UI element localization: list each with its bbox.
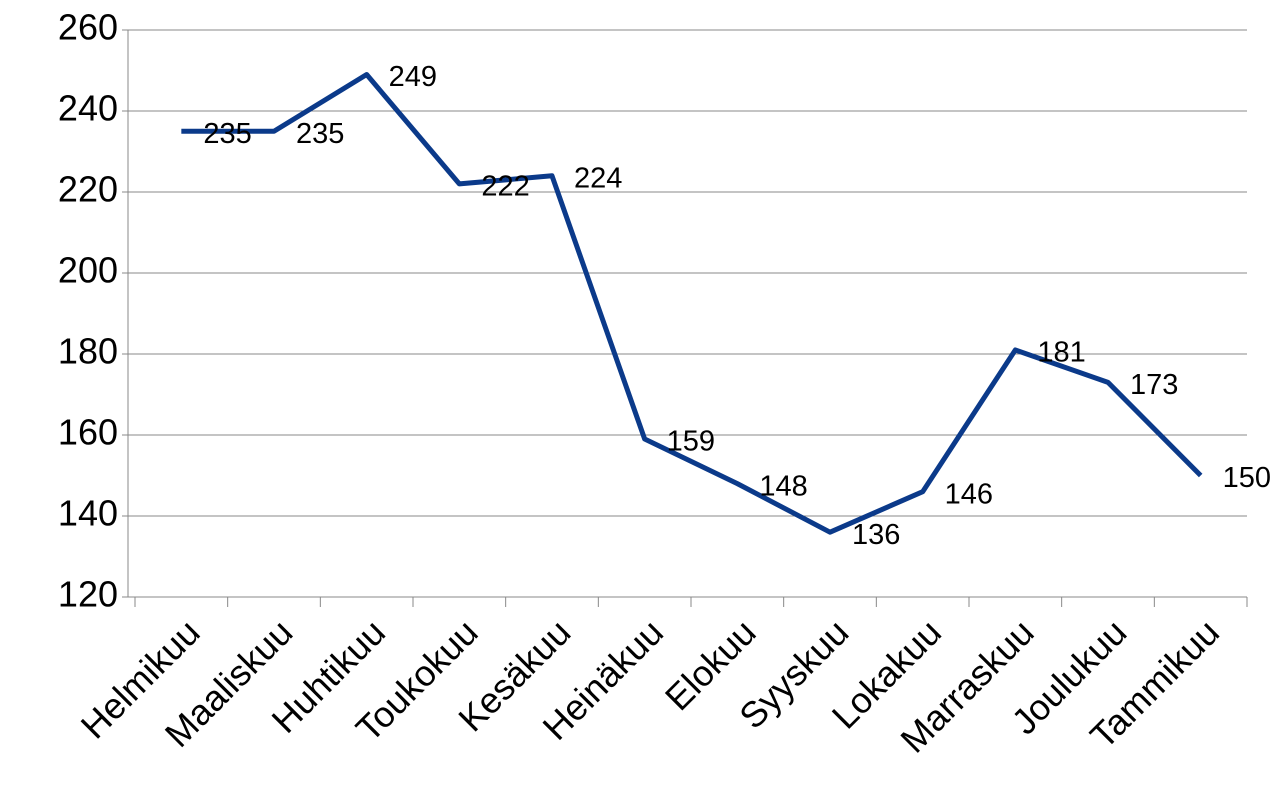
y-tick-label: 260 [58, 7, 118, 48]
y-tick-label: 220 [58, 169, 118, 210]
y-tick-label: 120 [58, 574, 118, 615]
data-label: 249 [389, 61, 437, 93]
data-label: 173 [1130, 369, 1178, 401]
y-tick-label: 140 [58, 493, 118, 534]
y-tick-label: 200 [58, 250, 118, 291]
data-label: 222 [481, 171, 529, 203]
data-label: 136 [852, 519, 900, 551]
data-label: 181 [1037, 337, 1085, 369]
y-tick-label: 180 [58, 331, 118, 372]
y-tick-label: 240 [58, 88, 118, 129]
data-label: 148 [759, 470, 807, 502]
data-label: 224 [574, 162, 622, 194]
data-label: 235 [296, 118, 344, 150]
y-tick-label: 160 [58, 412, 118, 453]
data-label: 146 [945, 478, 993, 510]
line [181, 72, 1203, 535]
data-label: 235 [203, 118, 251, 150]
data-label: 159 [667, 426, 715, 458]
data-label: 150 [1223, 462, 1271, 494]
